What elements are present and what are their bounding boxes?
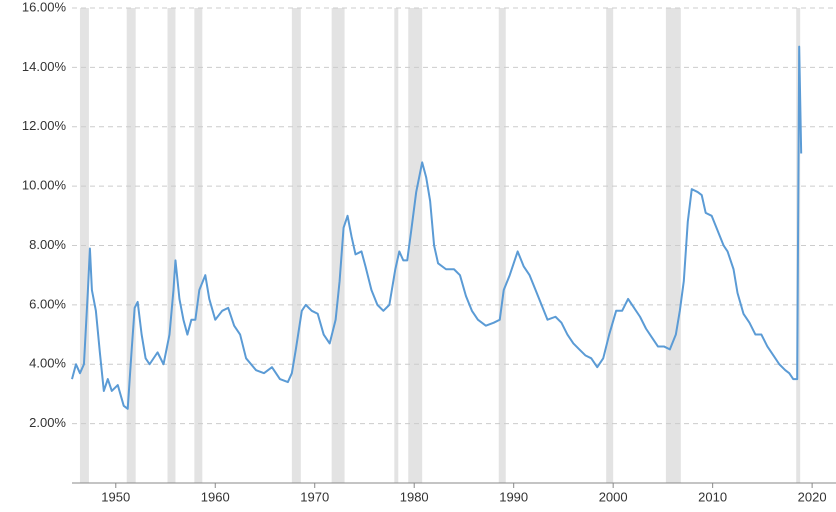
x-tick-label: 1990 (499, 489, 528, 504)
recession-band (606, 8, 614, 483)
x-tick-label: 1970 (300, 489, 329, 504)
x-tick-label: 1980 (400, 489, 429, 504)
x-tick-label: 2000 (599, 489, 628, 504)
y-tick-label: 10.00% (22, 178, 67, 193)
recession-band (126, 8, 136, 483)
x-tick-label: 2020 (798, 489, 827, 504)
x-tick-label: 1950 (101, 489, 130, 504)
y-tick-label: 4.00% (29, 356, 66, 371)
recession-band (291, 8, 301, 483)
y-tick-label: 14.00% (22, 59, 67, 74)
y-tick-label: 6.00% (29, 296, 66, 311)
x-tick-label: 1960 (201, 489, 230, 504)
y-tick-label: 8.00% (29, 237, 66, 252)
x-tick-label: 2010 (698, 489, 727, 504)
series-line (71, 45, 803, 410)
recession-band (498, 8, 506, 483)
y-tick-label: 12.00% (22, 118, 67, 133)
y-tick-label: 16.00% (22, 0, 67, 14)
y-tick-label: 2.00% (29, 415, 66, 430)
